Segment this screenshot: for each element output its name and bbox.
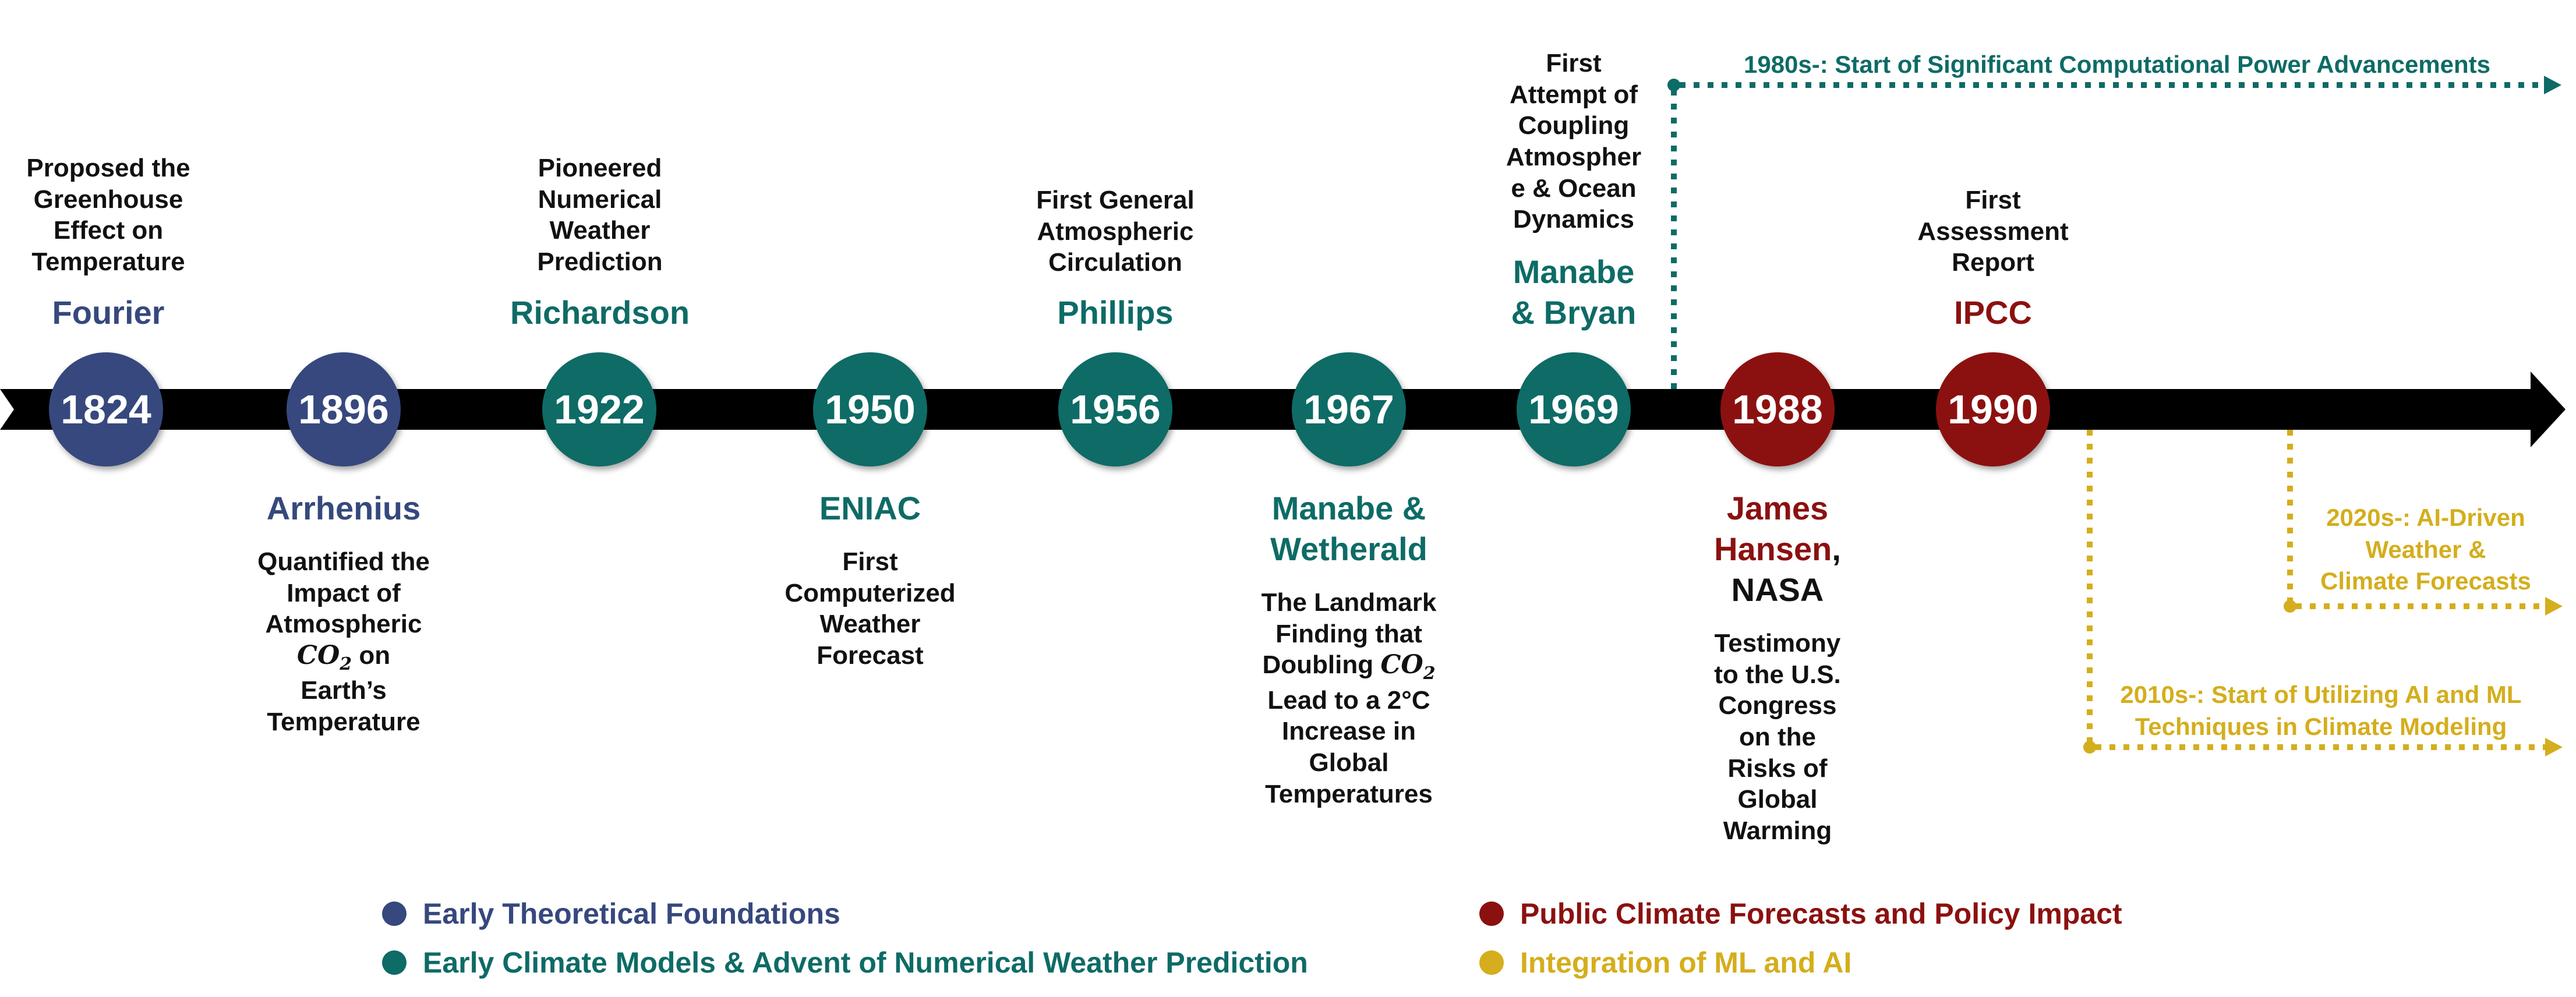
computing-era-arrowhead [2544,76,2561,94]
richardson-name: Richardson [510,294,690,331]
ml-era-start-dot [2083,741,2096,754]
year-node-1824: 1824 [49,352,163,466]
year-node-1969: 1969 [1517,352,1631,466]
fourier-name: Fourier [52,294,165,331]
legend-item-policy: Public Climate Forecasts and Policy Impa… [1479,897,2122,931]
phillips-name: Phillips [1057,294,1174,331]
wetherald-name: Manabe & Wetherald [1270,490,1427,567]
ipcc-name: IPCC [1954,294,2032,331]
bryan-name: Manabe & Bryan [1511,253,1637,331]
legend-dot-policy [1479,901,1504,926]
ipcc-description: First Assessment Report [1917,186,2069,277]
eniac-description: First Computerized Weather Forecast [785,547,956,670]
hansen-description: Testimony to the U.S. Congress on the Ri… [1714,629,1841,846]
phillips-description: First General Atmospheric Circulation [1036,186,1195,277]
computing-era-start-dot [1667,79,1680,91]
ai-era-label: 2020s-: AI-Driven Weather & Climate Fore… [2320,504,2531,595]
ai-era-arrowhead [2545,597,2563,616]
wetherald-description: The Landmark Finding that Doubling CO2 L… [1261,588,1437,808]
co2-formula: CO2 [296,641,352,674]
fourier-description: Proposed the Greenhouse Effect on Temper… [26,154,190,277]
legend-label-theory: Early Theoretical Foundations [423,897,840,930]
year-node-1956: 1956 [1058,352,1172,466]
ai-era-start-dot [2284,600,2296,613]
legend-item-theory: Early Theoretical Foundations [382,897,840,931]
legend-label-ml: Integration of ML and AI [1520,946,1852,979]
year-node-1990: 1990 [1936,352,2050,466]
year-node-1922: 1922 [542,352,656,466]
hansen-name: James Hansen, NASA [1714,490,1841,608]
ml-era-arrowhead [2545,738,2563,756]
year-node-1967: 1967 [1292,352,1406,466]
legend-item-ml: Integration of ML and AI [1479,946,1851,980]
richardson-description: Pioneered Numerical Weather Prediction [537,154,663,277]
legend-item-models: Early Climate Models & Advent of Numeric… [382,946,1308,980]
legend-dot-ml [1479,950,1504,975]
legend-label-models: Early Climate Models & Advent of Numeric… [423,946,1308,979]
computing-era-label: 1980s-: Start of Significant Computation… [1743,51,2491,78]
eniac-name: ENIAC [819,490,921,526]
ml-era-label: 2010s-: Start of Utilizing AI and ML Tec… [2120,681,2522,740]
arrhenius-name: Arrhenius [266,490,421,526]
legend-dot-theory [382,901,407,926]
arrhenius-description: Quantified the Impact of Atmospheric CO2… [257,547,430,736]
legend-dot-models [382,950,407,975]
co2-formula: CO2 [1380,650,1436,684]
year-node-1896: 1896 [287,352,401,466]
bryan-description: First Attempt of Coupling Atmospher e & … [1506,49,1642,234]
year-node-1950: 1950 [813,352,927,466]
year-node-1988: 1988 [1720,352,1835,466]
legend-label-policy: Public Climate Forecasts and Policy Impa… [1520,897,2122,930]
